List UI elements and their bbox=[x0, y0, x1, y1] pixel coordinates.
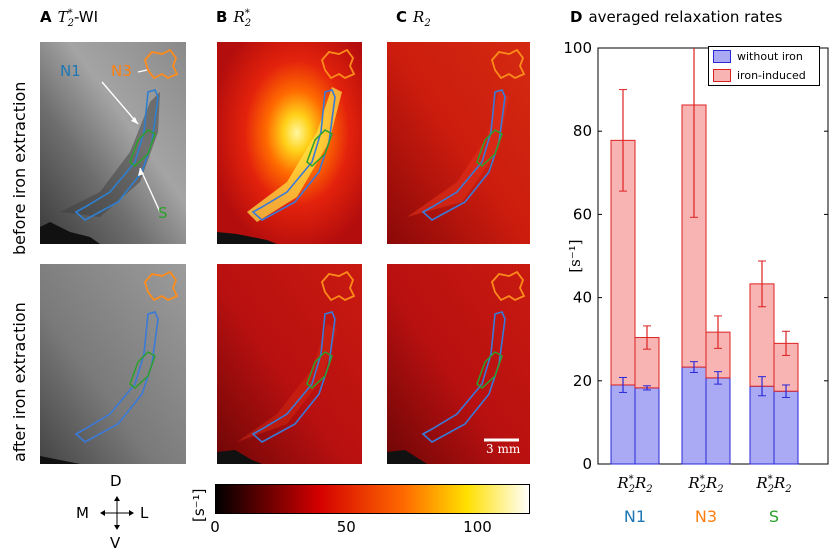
bar-without-iron bbox=[610, 384, 636, 465]
x-tick-label: R* 2R2 bbox=[755, 474, 791, 495]
arrow-n3 bbox=[137, 69, 148, 73]
y-tick-label: 60 bbox=[573, 205, 592, 223]
roi-label-n3: N3 bbox=[111, 62, 132, 80]
legend-item-without-iron: without iron bbox=[709, 47, 819, 66]
image-b-after bbox=[217, 264, 362, 464]
image-c-after bbox=[387, 264, 530, 464]
legend-label-without-iron: without iron bbox=[737, 50, 803, 63]
orientation-l: L bbox=[140, 504, 149, 522]
panel-a-title: A T*2-WI bbox=[40, 8, 99, 29]
y-tick-label: 40 bbox=[573, 289, 592, 307]
bar-without-iron bbox=[681, 366, 707, 465]
arrow-s bbox=[139, 167, 161, 213]
colorbar-tick-label: 50 bbox=[336, 518, 356, 536]
row-label-before: before iron extraction bbox=[10, 81, 29, 255]
colorbar-ticks: 0 50 100 bbox=[210, 514, 530, 544]
arrow-n1 bbox=[101, 81, 139, 125]
roi-label-n1: N1 bbox=[60, 62, 81, 80]
bar-chart-svg: 0 20 40 60 80 100 [s⁻¹] R* 2R2 N1 R* 2R2 N3 R* 2R2 S bbox=[563, 39, 829, 526]
colorbar-unit: [s⁻¹] bbox=[190, 488, 208, 522]
bar-without-iron bbox=[749, 385, 775, 465]
image-a-after bbox=[40, 264, 186, 464]
colorbar-tick-label: 0 bbox=[210, 518, 220, 536]
legend-swatch-without-iron bbox=[713, 50, 731, 63]
roi-label-s: S bbox=[158, 204, 168, 222]
image-b-before bbox=[217, 42, 362, 244]
panel-c-title: C R2 bbox=[396, 8, 431, 29]
x-tick-label: R* 2R2 bbox=[616, 474, 652, 495]
orientation-v: V bbox=[110, 534, 121, 552]
colorbar-tick-label: 100 bbox=[463, 518, 492, 536]
panel-b-title: B R*2 bbox=[216, 8, 252, 29]
legend-swatch-iron-induced bbox=[713, 69, 731, 82]
legend-item-iron-induced: iron-induced bbox=[709, 66, 819, 85]
group-label: S bbox=[769, 507, 779, 526]
y-tick-label: 80 bbox=[573, 122, 592, 140]
bar-without-iron bbox=[634, 387, 660, 465]
bar-chart: 0 20 40 60 80 100 [s⁻¹] R* 2R2 N1 R* 2R2 N3 R* 2R2 S wi… bbox=[560, 39, 832, 552]
orientation-m: M bbox=[76, 504, 89, 522]
row-label-after: after iron extraction bbox=[10, 302, 29, 462]
chart-legend: without iron iron-induced bbox=[708, 46, 820, 86]
orientation-d: D bbox=[110, 472, 122, 490]
orientation-cross: D M L V bbox=[72, 470, 162, 552]
y-tick-label: 100 bbox=[563, 40, 592, 57]
scale-bar-label: 3 mm bbox=[486, 442, 521, 456]
y-axis-label: [s⁻¹] bbox=[566, 239, 584, 272]
colorbar bbox=[215, 484, 530, 514]
y-tick-label: 0 bbox=[582, 455, 592, 473]
y-tick-label: 20 bbox=[573, 372, 592, 390]
x-tick-label: R* 2R2 bbox=[687, 474, 723, 495]
image-c-before bbox=[387, 42, 530, 244]
bar-without-iron bbox=[705, 377, 731, 465]
legend-label-iron-induced: iron-induced bbox=[737, 69, 806, 82]
group-label: N3 bbox=[695, 507, 717, 526]
bar-without-iron bbox=[773, 390, 799, 465]
image-a-before bbox=[40, 42, 186, 244]
group-label: N1 bbox=[624, 507, 646, 526]
